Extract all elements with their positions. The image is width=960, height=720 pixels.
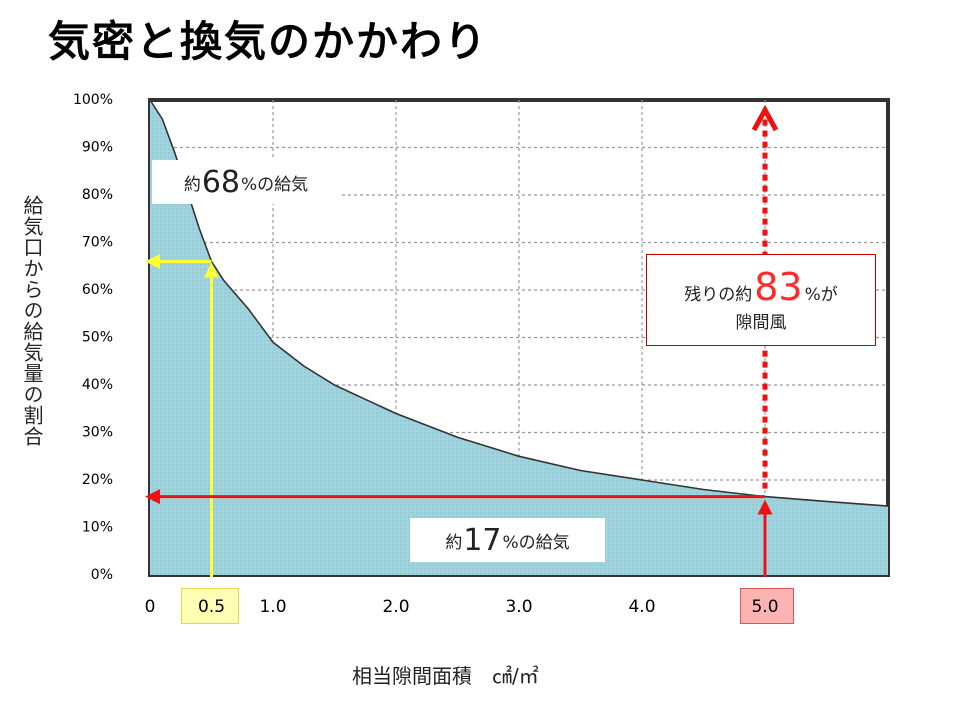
y-tick-label: 20%	[82, 472, 113, 488]
x-ticks: 0 0.5 1.0 2.0 3.0 4.0 5.0	[145, 597, 779, 617]
callout-68-percent: 約 68 %の給気	[152, 160, 340, 204]
y-ticks: 0% 10% 20% 30% 40% 50% 60% 70% 80% 90% 100%	[73, 92, 113, 583]
callout-17-number: 17	[463, 522, 502, 558]
callout-17-percent: 約 17 %の給気	[410, 518, 605, 562]
x-tick-label: 5.0	[751, 597, 778, 617]
callout-68-prefix: 約	[183, 174, 201, 195]
y-tick-label: 40%	[82, 377, 113, 393]
callout-83-percent: 残りの約 83 %が 隙間風	[646, 254, 876, 346]
y-tick-label: 70%	[82, 235, 113, 251]
y-tick-label: 30%	[82, 425, 113, 441]
callout-83-number: 83	[754, 264, 803, 309]
callout-68-suffix: %の給気	[241, 174, 309, 195]
x-tick-label: 0.5	[198, 597, 225, 617]
callout-17-prefix: 約	[445, 532, 463, 553]
y-tick-label: 80%	[82, 187, 113, 203]
y-tick-label: 50%	[82, 330, 113, 346]
y-tick-label: 100%	[73, 92, 113, 108]
callout-17-suffix: %の給気	[502, 532, 570, 553]
x-tick-label: 2.0	[382, 597, 409, 617]
x-highlight-5-0	[740, 588, 794, 624]
x-tick-label: 1.0	[259, 597, 286, 617]
callout-83-prefix: 残りの約	[684, 284, 753, 305]
x-tick-label: 4.0	[628, 597, 655, 617]
y-axis-label: 給気口からの給気量の割合	[20, 195, 44, 447]
callout-83-suffix: %が	[804, 284, 838, 305]
red-up-arrowhead	[751, 104, 779, 132]
x-highlight-0-5	[181, 588, 239, 624]
y-tick-label: 90%	[82, 140, 113, 156]
x-tick-label: 3.0	[505, 597, 532, 617]
x-tick-label: 0	[145, 597, 156, 617]
y-tick-label: 60%	[82, 282, 113, 298]
area-series	[150, 100, 888, 575]
y-tick-label: 0%	[91, 567, 113, 583]
y-tick-label: 10%	[82, 520, 113, 536]
page-title: 気密と換気のかかわり	[48, 17, 489, 66]
x-axis-label: 相当隙間面積 ㎠/㎡	[352, 664, 539, 688]
callout-83-line2: 隙間風	[735, 312, 787, 333]
callout-68-number: 68	[201, 164, 241, 200]
